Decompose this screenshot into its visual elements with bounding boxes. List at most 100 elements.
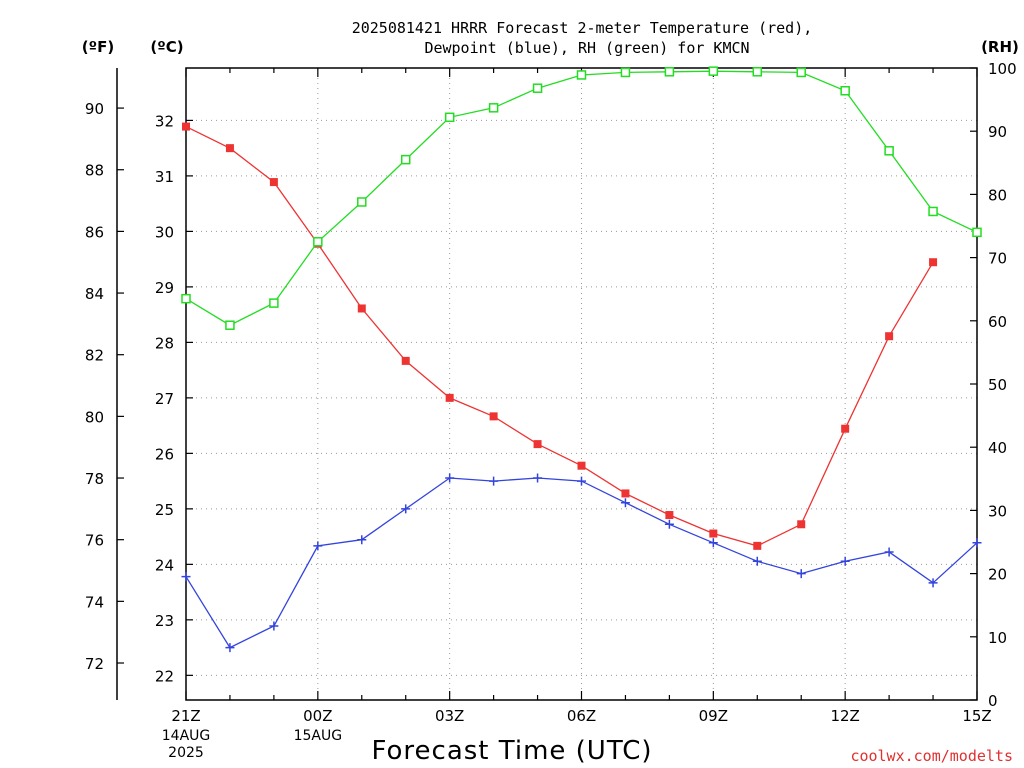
rh-point <box>928 206 938 217</box>
temperature-point <box>269 178 278 187</box>
celsius-tick-label: 24 <box>155 556 174 574</box>
date-label: 2025 <box>168 745 204 761</box>
chart-title-line-1: 2025081421 HRRR Forecast 2-meter Tempera… <box>352 19 813 37</box>
rh-point <box>444 112 455 123</box>
celsius-axis: 22 23 24 25 26 27 28 29 30 31 32 <box>155 112 193 685</box>
dewpoint-point <box>313 541 323 551</box>
rh-point <box>972 227 982 238</box>
temperature-point <box>401 356 410 365</box>
rh-tick-label: 60 <box>988 313 1007 331</box>
rh-point <box>576 70 587 80</box>
rh-point <box>269 298 279 308</box>
rh-point <box>181 293 191 304</box>
rh-tick-label: 100 <box>988 60 1017 78</box>
fahrenheit-tick-label: 82 <box>85 347 104 365</box>
fahrenheit-tick-label: 72 <box>85 655 104 673</box>
x-tick-label: 15Z <box>962 707 991 725</box>
x-tick-label: 03Z <box>435 707 464 725</box>
celsius-tick-label: 25 <box>155 501 174 519</box>
dewpoint-point <box>708 538 718 548</box>
grid <box>186 68 977 700</box>
rh-point <box>708 66 719 76</box>
celsius-tick-label: 26 <box>155 445 174 463</box>
fahrenheit-tick-label: 74 <box>85 593 104 611</box>
fahrenheit-unit-label: (ºF) <box>82 38 114 56</box>
dewpoint-point <box>401 504 411 514</box>
fahrenheit-axis: 72 74 76 78 80 82 84 86 88 90 <box>85 100 124 673</box>
dewpoint-point <box>928 578 938 588</box>
celsius-tick-label: 30 <box>155 223 174 241</box>
chart-title-line-2: Dewpoint (blue), RH (green) for KMCN <box>424 39 749 57</box>
dewpoint-point <box>664 519 674 529</box>
temperature-point <box>621 489 630 498</box>
temperature-point <box>709 529 718 538</box>
fahrenheit-tick-label: 80 <box>85 408 104 426</box>
rh-tick-label: 30 <box>988 502 1007 520</box>
rh-tick-label: 70 <box>988 250 1007 268</box>
rh-point <box>400 154 411 165</box>
rh-tick-label: 90 <box>988 123 1007 141</box>
temperature-point <box>885 332 894 341</box>
fahrenheit-tick-label: 78 <box>85 470 104 488</box>
rh-point <box>620 67 631 78</box>
temperature-line <box>185 126 934 547</box>
rh-point <box>532 83 543 93</box>
dewpoint-point <box>884 547 894 557</box>
temperature-point <box>929 258 938 267</box>
rh-point <box>840 86 850 96</box>
rh-tick-label: 80 <box>988 186 1007 204</box>
rh-tick-label: 40 <box>988 439 1007 457</box>
dewpoint-point <box>181 572 191 582</box>
rh-point <box>225 320 235 330</box>
series <box>181 66 982 653</box>
temperature-point <box>182 122 190 131</box>
rh-point <box>664 67 675 77</box>
temperature-point <box>841 424 850 433</box>
dewpoint-point <box>577 476 586 486</box>
dewpoint-point <box>269 621 279 631</box>
temperature-point <box>445 393 454 402</box>
fahrenheit-tick-label: 76 <box>85 532 104 550</box>
fahrenheit-tick-label: 90 <box>85 100 104 118</box>
fahrenheit-tick-label: 86 <box>85 223 104 241</box>
date-label: 14AUG <box>162 728 211 744</box>
x-tick-label: 21Z <box>171 707 200 725</box>
dewpoint-point <box>972 538 982 548</box>
rh-point <box>796 67 806 78</box>
celsius-tick-label: 22 <box>155 667 174 685</box>
fahrenheit-tick-label: 84 <box>85 285 104 303</box>
rh-tick-label: 10 <box>988 629 1007 647</box>
dewpoint-point <box>225 643 235 653</box>
dewpoint-point <box>533 473 543 483</box>
temperature-point <box>665 511 674 520</box>
fahrenheit-tick-label: 88 <box>85 162 104 180</box>
rh-point <box>752 67 763 77</box>
dewpoint-point <box>445 473 455 483</box>
dewpoint-point <box>840 556 850 566</box>
rh-point <box>884 146 894 156</box>
temperature-point <box>225 144 234 153</box>
date-label: 15AUG <box>294 728 343 744</box>
rh-tick-label: 0 <box>988 692 998 710</box>
x-axis-title: Forecast Time (UTC) <box>371 736 652 766</box>
dewpoint-point <box>752 556 762 566</box>
rh-tick-label: 50 <box>988 376 1007 394</box>
x-tick-label: 00Z <box>303 707 332 725</box>
dewpoint-point <box>357 535 367 545</box>
credit-text: coolwx.com/modelts <box>850 747 1013 765</box>
temperature-point <box>577 461 586 470</box>
celsius-tick-label: 23 <box>155 612 174 630</box>
celsius-tick-label: 27 <box>155 390 174 408</box>
celsius-tick-label: 29 <box>155 279 174 297</box>
temperature-point <box>533 440 542 449</box>
rh-unit-label: (RH) <box>981 38 1019 56</box>
rh-point <box>357 197 367 207</box>
dewpoint-point <box>620 498 630 508</box>
temperature-point <box>797 520 806 529</box>
celsius-tick-label: 31 <box>155 168 174 186</box>
x-tick-label: 09Z <box>699 707 728 725</box>
rh-axis: 0 10 20 30 40 50 60 70 80 90 100 <box>970 60 1017 710</box>
temperature-point <box>489 412 498 421</box>
